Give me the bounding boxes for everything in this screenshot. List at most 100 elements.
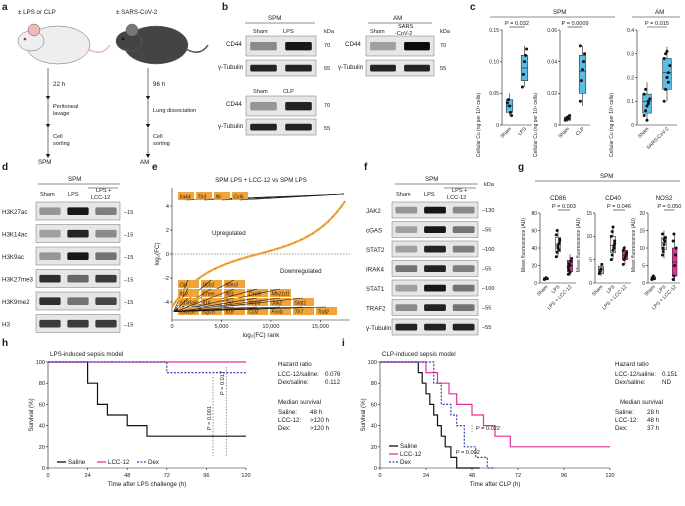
data-point — [568, 114, 572, 117]
a-right-label: ± SARS-CoV-2 — [116, 9, 158, 16]
d-row-label: H3K14ac — [2, 232, 27, 239]
gene-box — [270, 298, 291, 306]
f-marker: –55 — [482, 228, 491, 234]
f-blot-band — [452, 245, 475, 253]
y-tick-label: 10 — [639, 246, 645, 252]
data-point — [579, 79, 583, 83]
y-tick-label: 0 — [374, 466, 377, 472]
a-right-out: AM — [140, 159, 149, 166]
p-value: P = 0.0009 — [561, 21, 588, 27]
f-blot-band — [395, 226, 418, 234]
y-tick-label: 0 — [534, 281, 537, 287]
data-point — [673, 253, 677, 257]
mouse-black-ear — [125, 23, 139, 37]
b-blot-tub-am-band — [370, 64, 396, 72]
d-row-label: H3K27me3 — [2, 277, 34, 284]
data-point — [609, 258, 613, 262]
data-point — [671, 239, 675, 243]
y-tick-label: 20 — [531, 263, 537, 269]
d-marker: –15 — [124, 210, 133, 216]
gene-connector — [175, 306, 189, 312]
d-blot-band — [95, 319, 117, 328]
data-point — [624, 253, 628, 257]
gene-connector — [174, 297, 189, 312]
km-line-dex — [380, 361, 495, 469]
mouse-black-eye — [121, 37, 125, 41]
panel-letter-h: h — [2, 338, 8, 349]
f-kda: kDa — [484, 182, 495, 188]
median-value: 48 h — [647, 417, 660, 424]
data-point — [666, 80, 670, 84]
d-marker: –15 — [124, 255, 133, 261]
f-blot-band — [395, 206, 418, 214]
x-category-label: LPS — [550, 284, 561, 295]
y-tick-label: 0.2 — [627, 75, 634, 81]
data-point — [672, 274, 676, 278]
y-tick-label: 0 — [496, 123, 499, 129]
y-tick-label: 0.06 — [547, 28, 557, 34]
c-ylabel: Cellular Cu (ng per 10⁴ cells) — [609, 93, 615, 157]
y-tick-label: 80 — [39, 381, 45, 387]
data-point — [570, 257, 574, 260]
gene-box — [201, 280, 222, 288]
f-blot-band — [395, 304, 418, 312]
data-point — [623, 255, 627, 259]
x-tick-label: 5,000 — [214, 324, 228, 330]
g-ylabel: Mean fluorescence (AU) — [521, 218, 527, 272]
b-row-tubulin: γ-Tubulin — [338, 64, 364, 71]
x-tick-label: 120 — [605, 473, 614, 479]
d-blot-band — [95, 297, 117, 305]
f-row-label: JAK2 — [366, 208, 381, 215]
b-marker: 70 — [324, 43, 330, 49]
survival-title: CLP-induced sepsis model — [382, 351, 456, 358]
data-point — [661, 250, 665, 253]
b-lane: LPS — [283, 29, 294, 35]
legend-label: LCC-12 — [400, 451, 422, 458]
y-tick-label: 60 — [531, 228, 537, 234]
subpanel-title: CD86 — [550, 195, 566, 202]
data-point — [612, 246, 616, 250]
data-point — [665, 49, 669, 53]
data-point — [509, 110, 513, 114]
f-lane: LCC-12 — [447, 195, 466, 201]
b-am-title: AM — [393, 15, 402, 22]
data-point — [520, 85, 524, 89]
mouse-white-tail — [87, 44, 111, 53]
b-blot-cd44-am-frame — [365, 35, 435, 57]
mouse-white-ear — [27, 23, 41, 37]
data-point — [662, 237, 666, 241]
panel-letter-e: e — [152, 162, 158, 173]
panel-letter-a: a — [2, 2, 8, 13]
boxplot-c-spm-lps: 0 0.05 0.10 0.15 Sham LPS P = 0.032 — [489, 21, 532, 140]
y-tick-label: 5 — [642, 263, 645, 269]
y-tick-label: 15 — [639, 228, 645, 234]
y-tick-label: 60 — [39, 402, 45, 408]
legend-label: Saline — [68, 459, 86, 466]
p-value: P = 0.022 — [476, 426, 500, 432]
data-point — [598, 269, 602, 273]
data-point — [578, 44, 582, 48]
gene-box — [270, 289, 291, 297]
survival-i-survival: CLP-induced sepsis model 0 20 40 60 80 100 0 24 4… — [360, 351, 678, 488]
a-left-step: lavage — [53, 111, 69, 117]
x-category-label: Sham — [643, 284, 656, 297]
median-label: LCC-12: — [615, 417, 638, 424]
a-arrow-right-1-head — [145, 96, 151, 100]
f-row-label: STAT1 — [366, 286, 385, 293]
y-tick-label: 10 — [586, 234, 592, 240]
a-left-sort: sorting — [53, 141, 70, 147]
y-tick-label: 40 — [39, 424, 45, 430]
d-blot-band — [39, 207, 61, 215]
data-point — [651, 274, 655, 278]
x-axis-label: Time after LPS challenge (h) — [108, 481, 187, 488]
gene-box — [214, 192, 230, 200]
gene-label: Mb21d1 — [272, 291, 290, 297]
data-point — [645, 118, 649, 122]
y-tick-label: 0 — [554, 123, 557, 129]
data-point — [545, 277, 549, 281]
g-ylabel: Mean fluorescence (AU) — [631, 218, 637, 272]
gene-box — [224, 307, 245, 315]
y-tick-label: 0.05 — [489, 91, 499, 97]
